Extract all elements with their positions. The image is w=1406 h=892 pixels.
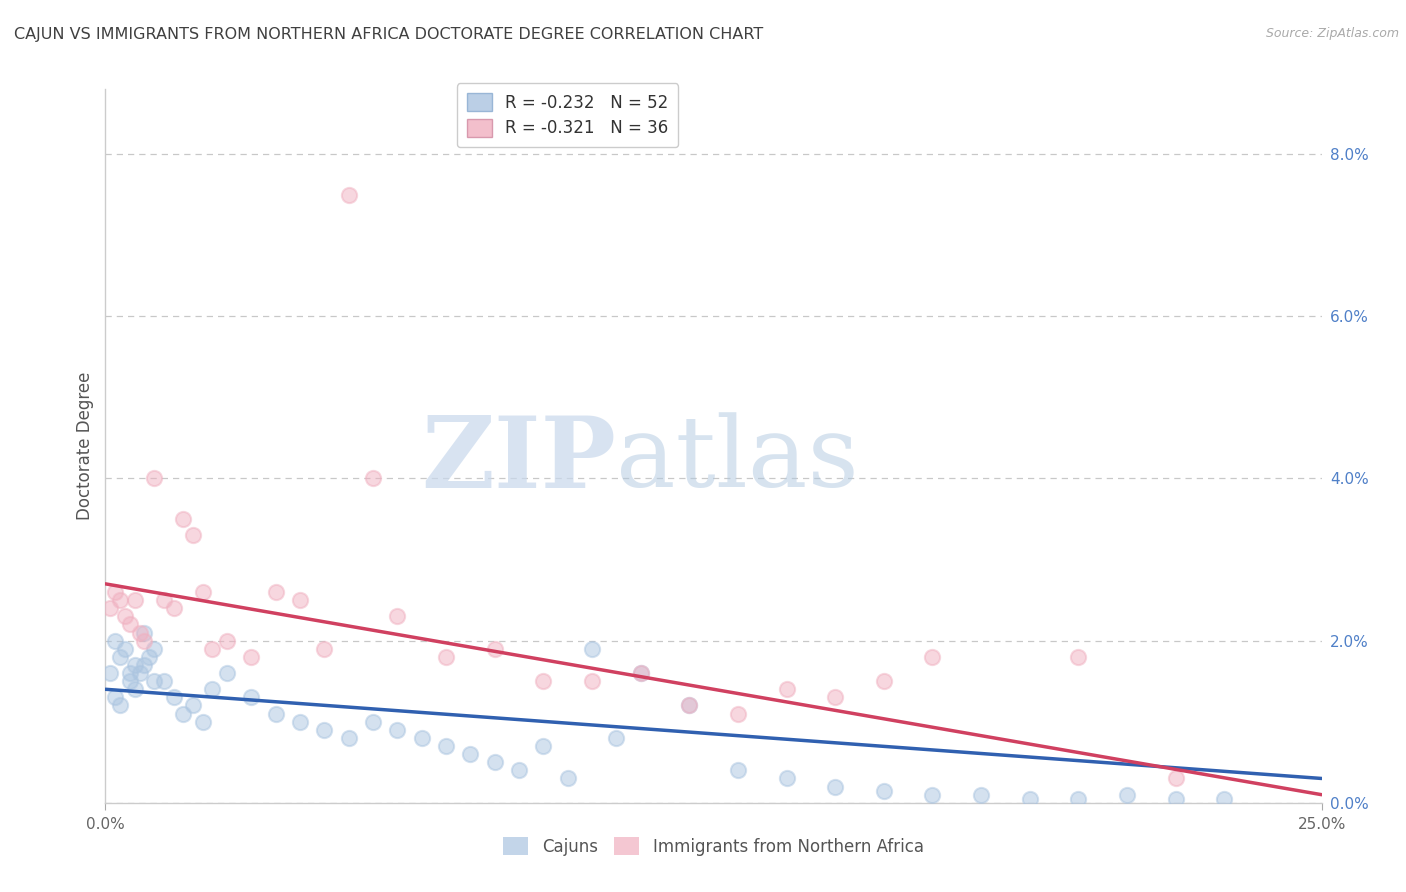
Point (108, 593, 131, 607)
Point (191, 585, 214, 599)
Point (531, 674, 554, 689)
Text: ZIP: ZIP (422, 412, 616, 508)
Point (337, 187, 360, 202)
Point (678, 698, 700, 713)
Point (143, 471, 166, 485)
Point (191, 714, 214, 729)
Point (775, 772, 797, 786)
Point (434, 739, 457, 753)
Point (172, 706, 194, 721)
Point (727, 706, 749, 721)
Point (727, 764, 749, 778)
Point (104, 585, 127, 599)
Point (124, 682, 146, 697)
Point (288, 714, 311, 729)
Point (98, 666, 121, 681)
Point (921, 788, 943, 802)
Point (1164, 772, 1187, 786)
Point (630, 666, 652, 681)
Point (458, 747, 481, 761)
Point (162, 601, 184, 615)
Point (1067, 791, 1090, 805)
Point (134, 657, 156, 672)
Text: Source: ZipAtlas.com: Source: ZipAtlas.com (1265, 27, 1399, 40)
Point (873, 674, 896, 689)
Point (531, 739, 554, 753)
Point (240, 690, 263, 705)
Y-axis label: Doctorate Degree: Doctorate Degree (76, 372, 94, 520)
Point (264, 706, 287, 721)
Point (128, 625, 150, 640)
Point (108, 649, 131, 664)
Point (124, 657, 146, 672)
Point (172, 512, 194, 526)
Point (605, 731, 627, 745)
Point (434, 649, 457, 664)
Point (118, 674, 141, 689)
Point (630, 666, 652, 681)
Point (98, 601, 121, 615)
Point (153, 593, 176, 607)
Point (114, 609, 136, 624)
Point (581, 674, 603, 689)
Point (217, 666, 239, 681)
Text: CAJUN VS IMMIGRANTS FROM NORTHERN AFRICA DOCTORATE DEGREE CORRELATION CHART: CAJUN VS IMMIGRANTS FROM NORTHERN AFRICA… (14, 27, 763, 42)
Point (1116, 788, 1139, 802)
Point (134, 625, 156, 640)
Point (201, 641, 224, 656)
Point (1164, 791, 1187, 805)
Point (557, 772, 579, 786)
Point (337, 731, 360, 745)
Point (108, 698, 131, 713)
Point (240, 649, 263, 664)
Point (143, 674, 166, 689)
Point (921, 649, 943, 664)
Point (143, 641, 166, 656)
Point (775, 682, 797, 697)
Point (970, 788, 993, 802)
Point (361, 471, 384, 485)
Point (873, 783, 896, 797)
Point (678, 698, 700, 713)
Text: atlas: atlas (616, 412, 859, 508)
Point (201, 682, 224, 697)
Point (128, 666, 150, 681)
Point (387, 723, 409, 737)
Point (824, 690, 846, 705)
Point (1213, 791, 1236, 805)
Point (484, 756, 506, 770)
Point (411, 731, 433, 745)
Point (181, 698, 204, 713)
Point (314, 723, 336, 737)
Point (118, 666, 141, 681)
Point (484, 641, 506, 656)
Point (387, 609, 409, 624)
Point (264, 585, 287, 599)
Point (181, 528, 204, 542)
Point (138, 649, 160, 664)
Point (162, 690, 184, 705)
Point (1067, 649, 1090, 664)
Legend: Cajuns, Immigrants from Northern Africa: Cajuns, Immigrants from Northern Africa (496, 830, 931, 863)
Point (1018, 791, 1040, 805)
Point (508, 764, 530, 778)
Point (153, 674, 176, 689)
Point (124, 593, 146, 607)
Point (104, 690, 127, 705)
Point (104, 633, 127, 648)
Point (288, 593, 311, 607)
Point (824, 780, 846, 794)
Point (217, 633, 239, 648)
Point (114, 641, 136, 656)
Point (314, 641, 336, 656)
Point (118, 617, 141, 632)
Point (361, 714, 384, 729)
Point (134, 633, 156, 648)
Point (581, 641, 603, 656)
